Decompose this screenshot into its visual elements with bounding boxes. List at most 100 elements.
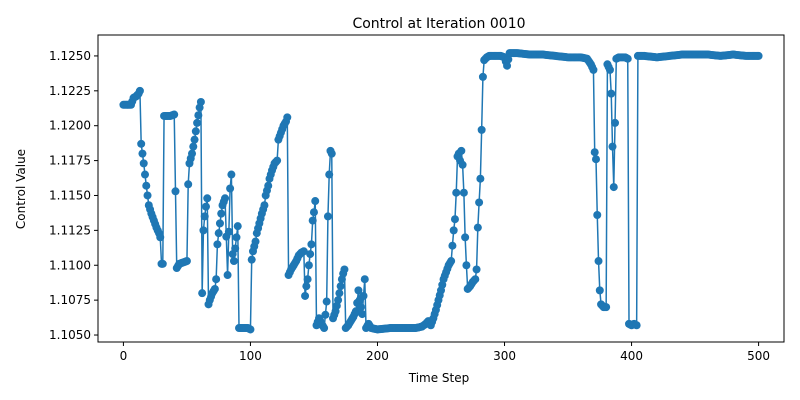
data-point <box>309 208 318 217</box>
data-point <box>503 61 512 70</box>
data-point <box>450 215 459 224</box>
data-point <box>158 259 167 268</box>
data-point <box>299 247 308 256</box>
data-point <box>198 289 207 298</box>
data-point <box>325 170 334 179</box>
y-tick-label: 1.1125 <box>49 223 91 237</box>
plot-frame <box>97 34 785 343</box>
data-point <box>476 174 485 183</box>
data-point <box>226 184 235 193</box>
y-axis-label: Control Value <box>14 149 28 229</box>
data-point <box>190 135 199 144</box>
data-point <box>201 202 210 211</box>
data-point <box>184 180 193 189</box>
data-point <box>214 229 223 238</box>
data-point <box>472 265 481 274</box>
data-point <box>609 183 618 192</box>
data-point <box>449 226 458 235</box>
data-point <box>227 170 236 179</box>
data-point <box>457 146 466 155</box>
data-point <box>321 310 330 319</box>
data-point <box>334 296 343 305</box>
data-point <box>232 233 241 242</box>
x-tick-label: 200 <box>366 349 389 363</box>
data-point <box>462 261 471 270</box>
data-point <box>306 250 315 259</box>
data-point <box>231 244 240 253</box>
data-point <box>623 54 632 63</box>
x-axis-label: Time Step <box>408 371 470 385</box>
data-point <box>188 149 197 158</box>
y-tick-label: 1.1100 <box>49 258 91 272</box>
data-point <box>191 127 200 136</box>
y-tick-label: 1.1225 <box>49 84 91 98</box>
data-point <box>251 237 260 246</box>
data-point <box>141 170 149 179</box>
data-point <box>593 211 602 220</box>
data-point <box>354 286 363 295</box>
data-point <box>504 55 513 64</box>
y-tick-label: 1.1200 <box>49 119 91 133</box>
data-point <box>632 321 641 330</box>
data-point <box>608 142 617 151</box>
y-tick-label: 1.1175 <box>49 154 91 168</box>
data-point <box>143 191 152 200</box>
data-point <box>589 65 598 74</box>
data-point <box>607 89 616 98</box>
data-point <box>223 271 232 280</box>
data-point <box>210 284 219 293</box>
data-point <box>142 181 151 190</box>
data-point <box>477 125 486 134</box>
data-point <box>340 265 349 274</box>
data-point <box>138 149 147 158</box>
data-point <box>182 257 191 266</box>
data-point <box>452 188 461 197</box>
data-point <box>139 159 148 168</box>
data-point <box>478 72 487 81</box>
y-tick-label: 1.1150 <box>49 188 91 202</box>
data-point <box>215 219 224 228</box>
data-point <box>171 187 180 196</box>
data-point <box>447 257 456 266</box>
data-point <box>221 194 230 203</box>
data-point <box>594 257 603 266</box>
data-point <box>193 118 202 127</box>
data-point <box>360 275 369 284</box>
data-point <box>322 297 331 306</box>
data-point <box>156 233 165 242</box>
data-point <box>590 148 599 157</box>
data-point <box>459 188 468 197</box>
data-point <box>308 216 317 225</box>
y-tick-label: 1.1075 <box>49 293 91 307</box>
data-point <box>273 156 282 165</box>
x-tick-label: 100 <box>239 349 262 363</box>
x-tick-label: 500 <box>747 349 770 363</box>
data-point <box>260 201 269 210</box>
data-point <box>336 282 345 291</box>
data-point <box>458 160 467 169</box>
data-point <box>189 142 198 151</box>
data-point <box>247 255 256 264</box>
x-tick-label: 300 <box>493 349 516 363</box>
data-point <box>327 149 336 158</box>
data-point <box>194 111 203 120</box>
data-point <box>611 118 620 127</box>
data-point <box>137 139 146 148</box>
chart-title: Control at Iteration 0010 <box>352 16 525 32</box>
data-point <box>196 97 205 106</box>
data-point <box>602 303 611 312</box>
data-point <box>203 194 212 203</box>
data-point <box>199 226 208 235</box>
data-point <box>213 240 222 249</box>
data-point <box>200 212 209 221</box>
data-point <box>304 261 313 270</box>
data-point <box>224 227 233 236</box>
data-point <box>303 275 312 284</box>
y-axis: 1.1050 1.1075 1.1100 1.1125 1.1150 1.1175 1.12… <box>49 49 98 342</box>
series-layer <box>119 49 763 334</box>
data-point <box>170 110 179 119</box>
data-point <box>605 65 614 74</box>
data-point <box>264 181 273 190</box>
